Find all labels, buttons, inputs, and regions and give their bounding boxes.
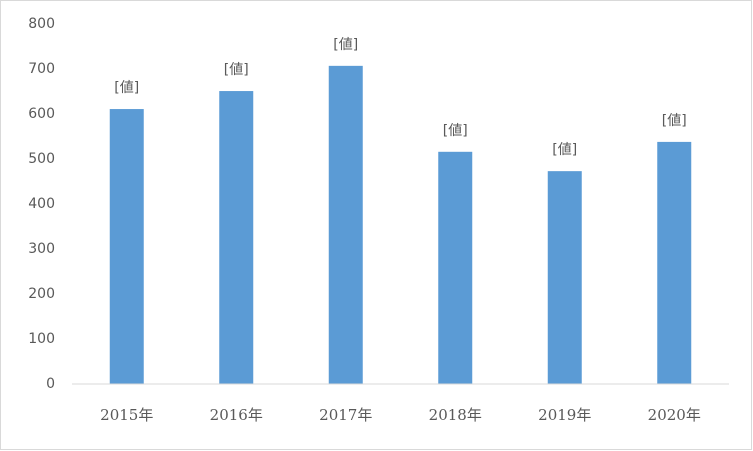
bar — [547, 171, 582, 384]
bar — [438, 151, 473, 384]
data-label: [値] — [333, 37, 358, 53]
y-tick-label: 800 — [28, 16, 55, 32]
bar — [109, 109, 144, 385]
data-label: [値] — [224, 62, 249, 78]
bar — [219, 91, 254, 385]
y-tick-label: 700 — [28, 61, 55, 77]
bar — [657, 141, 692, 384]
y-tick-label: 400 — [28, 196, 55, 212]
x-tick-label: 2017年 — [319, 406, 372, 424]
x-tick-label: 2015年 — [100, 406, 153, 424]
y-tick-label: 300 — [28, 241, 55, 257]
x-tick-label: 2019年 — [538, 406, 591, 424]
x-tick-label: 2016年 — [210, 406, 263, 424]
y-tick-label: 100 — [28, 331, 55, 347]
y-tick-label: 0 — [46, 376, 55, 392]
y-tick-label: 600 — [28, 106, 55, 122]
data-label: [値] — [114, 80, 139, 96]
data-label: [値] — [552, 142, 577, 158]
y-tick-label: 200 — [28, 286, 55, 302]
x-tick-label: 2020年 — [648, 406, 701, 424]
data-label: [値] — [443, 123, 468, 139]
data-label: [値] — [662, 113, 687, 129]
y-tick-label: 500 — [28, 151, 55, 167]
x-tick-label: 2018年 — [429, 406, 482, 424]
bar — [328, 65, 363, 384]
